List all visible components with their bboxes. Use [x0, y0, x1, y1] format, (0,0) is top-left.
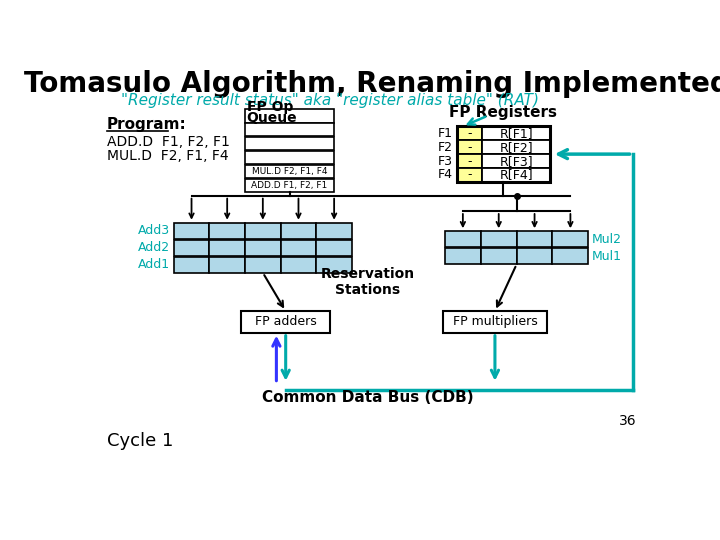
Bar: [245, 151, 334, 164]
Bar: [316, 240, 352, 256]
Bar: [210, 256, 245, 273]
Text: R[F3]: R[F3]: [500, 154, 533, 167]
Text: -: -: [467, 168, 472, 181]
Text: "Register result status" aka "register alias table" (RAT): "Register result status" aka "register a…: [121, 93, 539, 109]
Bar: [245, 110, 334, 123]
Text: FP Registers: FP Registers: [449, 105, 557, 120]
Text: Common Data Bus (CDB): Common Data Bus (CDB): [261, 390, 473, 405]
Bar: [281, 222, 316, 239]
Text: FP adders: FP adders: [255, 315, 317, 328]
Text: FP Op: FP Op: [246, 100, 293, 114]
Text: F2: F2: [438, 141, 453, 154]
Text: MUL.D F2, F1, F4: MUL.D F2, F1, F4: [252, 167, 328, 176]
Bar: [482, 154, 550, 168]
Bar: [210, 222, 245, 239]
Bar: [481, 248, 517, 264]
Text: -: -: [467, 127, 472, 140]
Bar: [281, 240, 316, 256]
Text: Add2: Add2: [138, 241, 170, 254]
Bar: [456, 140, 482, 154]
Bar: [456, 126, 482, 140]
Bar: [456, 154, 482, 168]
Text: R[F4]: R[F4]: [500, 168, 533, 181]
Text: -: -: [467, 141, 472, 154]
Bar: [316, 256, 352, 273]
Text: Queue: Queue: [246, 111, 297, 125]
Text: Add1: Add1: [138, 258, 170, 271]
Bar: [482, 168, 550, 182]
Bar: [245, 222, 281, 239]
Bar: [456, 126, 550, 182]
Bar: [482, 126, 550, 140]
Bar: [174, 256, 210, 273]
Bar: [245, 179, 334, 192]
Text: Mul2: Mul2: [593, 233, 622, 246]
Bar: [245, 123, 334, 137]
Bar: [552, 248, 588, 264]
Text: F1: F1: [438, 127, 453, 140]
Bar: [482, 140, 550, 154]
Bar: [281, 256, 316, 273]
Bar: [245, 256, 281, 273]
Text: -: -: [467, 154, 472, 167]
Bar: [517, 231, 552, 247]
Text: Mul1: Mul1: [593, 249, 622, 262]
Bar: [552, 231, 588, 247]
Text: Reservation
Stations: Reservation Stations: [320, 267, 415, 297]
Text: Cycle 1: Cycle 1: [107, 431, 174, 450]
Text: Add3: Add3: [138, 224, 170, 237]
Bar: [174, 240, 210, 256]
Bar: [443, 311, 547, 333]
Text: R[F2]: R[F2]: [500, 141, 533, 154]
Bar: [241, 311, 330, 333]
Text: F4: F4: [438, 168, 453, 181]
Bar: [245, 137, 334, 150]
Text: ADD.D  F1, F2, F1: ADD.D F1, F2, F1: [107, 135, 230, 149]
Bar: [174, 222, 210, 239]
Text: MUL.D  F2, F1, F4: MUL.D F2, F1, F4: [107, 148, 229, 163]
Text: R[F1]: R[F1]: [500, 127, 533, 140]
Bar: [245, 165, 334, 178]
Bar: [481, 231, 517, 247]
Text: FP multipliers: FP multipliers: [453, 315, 537, 328]
Text: Program:: Program:: [107, 117, 186, 132]
Text: 36: 36: [618, 414, 636, 428]
Bar: [456, 168, 482, 182]
Bar: [445, 248, 481, 264]
Text: Tomasulo Algorithm, Renaming Implemented: Tomasulo Algorithm, Renaming Implemented: [24, 70, 720, 98]
Text: ADD.D F1, F2, F1: ADD.D F1, F2, F1: [251, 181, 328, 190]
Bar: [210, 240, 245, 256]
Bar: [316, 222, 352, 239]
Bar: [245, 240, 281, 256]
Bar: [445, 231, 481, 247]
Text: F3: F3: [438, 154, 453, 167]
Bar: [517, 248, 552, 264]
